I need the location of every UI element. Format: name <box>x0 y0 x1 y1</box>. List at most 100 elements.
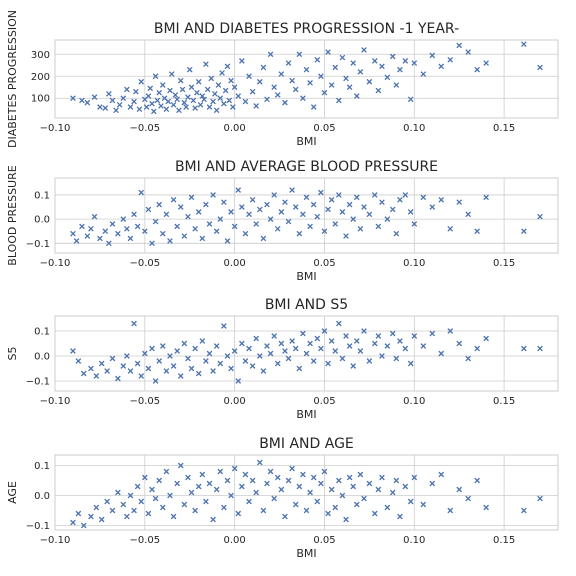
data-point <box>127 368 134 374</box>
data-point <box>177 373 184 379</box>
data-point <box>154 97 161 104</box>
data-point <box>192 225 198 232</box>
data-point <box>325 510 331 517</box>
x-tick-label: 0.05 <box>313 396 335 407</box>
data-point <box>235 93 242 99</box>
data-point <box>353 338 360 344</box>
data-point <box>109 355 116 362</box>
data-point <box>210 516 216 523</box>
data-point <box>138 189 145 196</box>
data-point <box>167 353 173 359</box>
data-point <box>402 483 409 490</box>
data-point <box>124 225 130 232</box>
data-point <box>192 105 198 111</box>
data-point <box>120 95 127 102</box>
data-point <box>289 187 295 193</box>
data-point <box>389 206 396 213</box>
data-point <box>152 378 159 384</box>
data-point <box>120 216 127 222</box>
data-point <box>239 340 245 347</box>
data-point <box>318 480 324 487</box>
data-point <box>339 209 346 215</box>
y-tick-label: −0.1 <box>26 377 50 388</box>
data-point <box>177 204 184 210</box>
data-point <box>115 489 121 496</box>
data-point <box>206 480 213 487</box>
data-point <box>285 218 292 225</box>
y-tick-label: −0.1 <box>26 521 50 532</box>
x-tick-label: 0.00 <box>224 123 246 134</box>
data-point <box>274 225 281 232</box>
data-point <box>328 82 335 88</box>
x-tick-label: −0.05 <box>129 396 160 407</box>
data-point <box>131 98 137 105</box>
data-point <box>134 360 141 367</box>
data-point <box>185 474 191 481</box>
data-point <box>186 66 193 73</box>
data-point <box>142 474 148 481</box>
data-point <box>397 513 403 520</box>
data-point <box>483 504 489 511</box>
data-point <box>407 209 414 215</box>
data-point <box>106 240 112 247</box>
data-point <box>271 333 277 339</box>
data-point <box>84 99 91 106</box>
scatter-points <box>70 187 543 247</box>
data-point <box>145 365 152 372</box>
data-point <box>537 64 543 71</box>
data-point <box>239 204 245 210</box>
data-point <box>271 84 277 91</box>
data-point <box>239 58 245 64</box>
data-point <box>346 84 353 91</box>
data-point <box>282 99 288 106</box>
data-point <box>393 230 400 237</box>
scatter-points <box>70 41 543 115</box>
y-axis-label: AGE <box>6 481 19 504</box>
data-point <box>217 216 224 222</box>
data-point <box>296 483 303 490</box>
data-point <box>159 343 166 349</box>
data-point <box>142 228 148 235</box>
data-point <box>221 504 227 511</box>
data-point <box>185 355 191 362</box>
data-point <box>307 80 313 86</box>
data-point <box>213 228 220 235</box>
data-point <box>226 97 233 104</box>
data-point <box>231 223 238 230</box>
data-point <box>80 370 87 377</box>
data-point <box>91 213 98 220</box>
data-point <box>465 49 471 55</box>
data-point <box>167 238 173 244</box>
data-point <box>249 477 256 484</box>
data-point <box>253 335 260 342</box>
data-point <box>371 340 378 347</box>
data-point <box>447 56 454 63</box>
data-point <box>224 63 231 70</box>
data-point <box>267 350 274 357</box>
data-point <box>188 489 195 496</box>
data-point <box>318 345 324 352</box>
x-tick-label: −0.05 <box>129 258 160 269</box>
data-point <box>97 235 103 242</box>
data-point <box>213 343 220 349</box>
data-point <box>379 63 385 70</box>
data-point <box>474 66 480 73</box>
data-point <box>397 338 403 344</box>
data-point <box>314 335 321 342</box>
data-point <box>325 360 331 367</box>
data-point <box>310 358 317 364</box>
data-point <box>134 223 141 230</box>
data-point <box>75 510 82 517</box>
data-point <box>181 233 188 239</box>
data-point <box>332 504 339 511</box>
data-point <box>420 501 427 508</box>
data-point <box>170 513 177 520</box>
x-axis-label: BMI <box>296 408 316 421</box>
data-point <box>152 73 159 80</box>
y-tick-label: 0.1 <box>34 327 50 338</box>
data-point <box>242 358 249 364</box>
data-point <box>278 486 285 493</box>
data-point <box>199 338 206 344</box>
data-point <box>235 510 242 517</box>
